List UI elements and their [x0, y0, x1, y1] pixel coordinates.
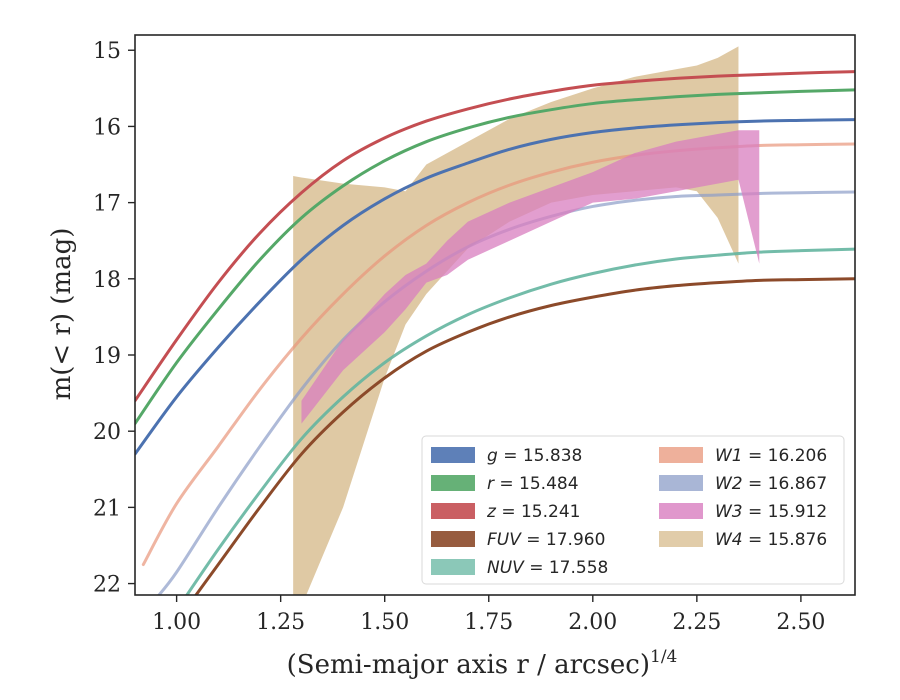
- legend: g = 15.838 r = 15.484 z = 15.241 FUV = 17.9…: [421, 435, 845, 585]
- x-tick-label: 2.00: [568, 610, 617, 635]
- legend-swatch-w2: [659, 475, 703, 491]
- legend-label-r: r = 15.484: [487, 474, 579, 494]
- x-tick-label: 1.75: [464, 610, 513, 635]
- legend-swatch-w1: [659, 447, 703, 463]
- legend-swatch-z: [431, 503, 475, 519]
- y-axis-title: m(< r) (mag): [47, 228, 77, 401]
- x-tick-label: 2.50: [776, 610, 825, 635]
- y-tick-label: 22: [93, 573, 121, 598]
- y-tick-label: 15: [93, 39, 121, 64]
- x-tick-label: 2.25: [672, 610, 721, 635]
- series-layer: [135, 46, 855, 595]
- y-tick-label: 16: [93, 115, 121, 140]
- y-tick-label: 18: [93, 268, 121, 293]
- y-ticks: 15 16 17 18 19 20 21 22: [93, 39, 135, 598]
- y-tick-label: 17: [93, 192, 121, 217]
- series-r-line: [135, 88, 855, 426]
- legend-frame: [421, 435, 845, 585]
- series-z-line: [135, 70, 855, 403]
- legend-label-fuv: FUV = 17.960: [487, 530, 605, 550]
- legend-swatch-w3: [659, 503, 703, 519]
- plot-frame: [134, 34, 856, 596]
- legend-label-w3: W3 = 15.912: [715, 502, 827, 522]
- legend-label-z: z = 15.241: [486, 502, 580, 522]
- legend-swatch-g: [431, 447, 475, 463]
- legend-label-g: g = 15.838: [487, 446, 582, 466]
- x-tick-label: 1.25: [256, 610, 305, 635]
- legend-swatch-nuv: [431, 559, 475, 575]
- y-tick-label: 19: [93, 344, 121, 369]
- legend-label-nuv: NUV = 17.558: [487, 558, 608, 578]
- series-nuv-line: [185, 247, 855, 595]
- x-axis-title: (Semi-major axis r / arcsec)1/4: [287, 647, 678, 680]
- y-tick-label: 20: [93, 420, 121, 445]
- x-tick-label: 1.00: [152, 610, 201, 635]
- legend-swatch-fuv: [431, 531, 475, 547]
- legend-label-w4: W4 = 15.876: [715, 530, 827, 550]
- x-ticks: 1.00 1.25 1.50 1.75 2.00 2.25 2.50: [152, 595, 825, 635]
- y-tick-label: 21: [93, 496, 121, 521]
- legend-swatch-w4: [659, 531, 703, 547]
- series-g-line: [135, 118, 855, 456]
- x-tick-label: 1.50: [360, 610, 409, 635]
- legend-label-w2: W2 = 16.867: [715, 474, 827, 494]
- legend-swatch-r: [431, 475, 475, 491]
- series-w3-band: [301, 130, 760, 424]
- legend-label-w1: W1 = 16.206: [715, 446, 827, 466]
- series-fuv-line: [194, 277, 855, 595]
